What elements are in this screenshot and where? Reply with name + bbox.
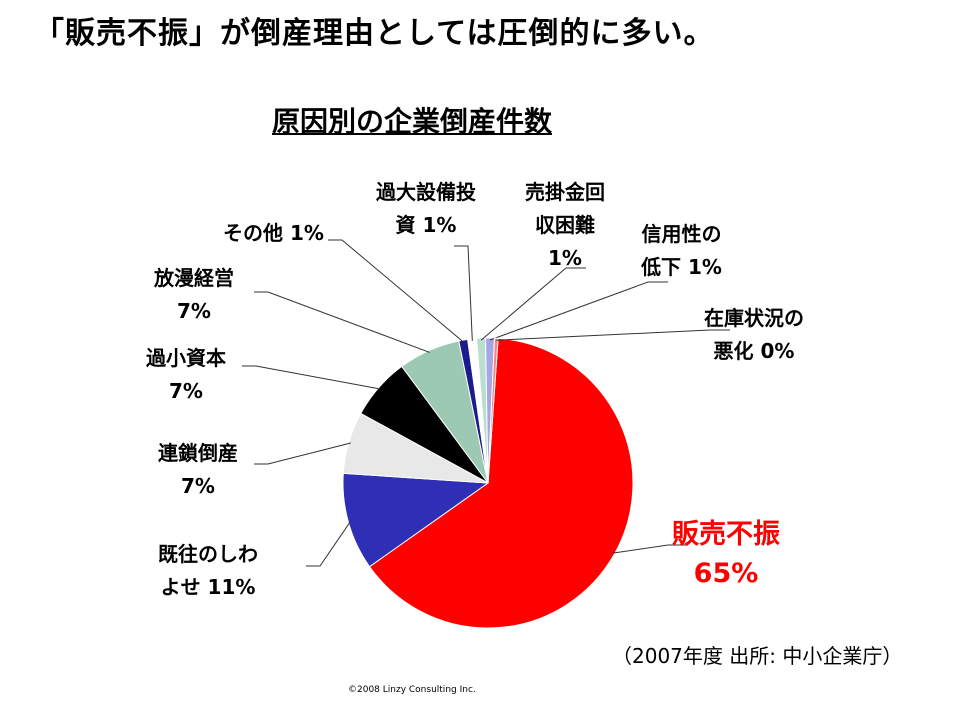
leader-line-4	[254, 291, 430, 353]
label-name: 売掛金回	[525, 180, 605, 204]
label-name: その他 1%	[223, 221, 324, 245]
label-kasho-shihon: 過小資本 7%	[146, 342, 226, 408]
copyright: ©2008 Linzy Consulting Inc.	[348, 685, 476, 695]
leader-line-3	[242, 365, 381, 390]
label-rensa-tousan: 連鎖倒産 7%	[158, 437, 238, 503]
label-name: 過小資本	[146, 346, 226, 370]
label-name: 既往のしわ	[158, 542, 258, 566]
leader-line-1	[306, 521, 351, 567]
label-shinyou-teika: 信用性の 低下 1%	[641, 218, 722, 284]
leader-line-7	[480, 267, 586, 341]
label-zaiko-akka: 在庫状況の 悪化 0%	[704, 302, 804, 368]
leader-line-8	[489, 281, 668, 341]
label-hanbai-fushin: 販売不振 65%	[672, 515, 780, 593]
label-name: 連鎖倒産	[158, 441, 238, 465]
headline: 「販売不振」が倒産理由としては圧倒的に多い。	[34, 16, 715, 51]
label-name: 在庫状況の	[704, 306, 804, 330]
label-value: 65%	[693, 558, 759, 590]
label-kadai-setsubi: 過大設備投 資 1%	[376, 176, 476, 242]
leader-line-0	[612, 544, 688, 554]
leader-line-9	[496, 329, 730, 341]
label-name: 過大設備投	[376, 180, 476, 204]
label-value: 資 1%	[395, 213, 457, 237]
leader-line-2	[254, 442, 351, 465]
label-value: 悪化 0%	[713, 339, 795, 363]
leader-line-6	[454, 245, 473, 341]
chart-title: 原因別の企業倒産件数	[272, 105, 553, 138]
label-sonota: その他 1%	[223, 217, 324, 250]
pie-slice-0	[368, 337, 634, 629]
leader-line-5	[328, 239, 464, 343]
pie-slice-1	[342, 472, 490, 568]
label-value: 収困難	[535, 213, 595, 237]
label-name: 販売不振	[672, 519, 780, 550]
label-value: よせ 11%	[160, 575, 256, 599]
pie-slice-9	[487, 337, 499, 484]
label-houman-keiei: 放漫経営 7%	[154, 262, 234, 328]
label-value: 7%	[181, 474, 215, 498]
label-value: 7%	[169, 379, 203, 403]
label-kiou-shiwayose: 既往のしわ よせ 11%	[158, 538, 258, 604]
label-value-2: 1%	[548, 246, 582, 270]
label-urikake-kaishu: 売掛金回 収困難 1%	[525, 176, 605, 275]
label-value: 7%	[177, 299, 211, 323]
source-note: （2007年度 出所: 中小企業庁）	[612, 644, 903, 668]
label-value: 低下 1%	[641, 255, 722, 279]
label-name: 信用性の	[641, 222, 722, 246]
label-name: 放漫経営	[154, 266, 234, 290]
